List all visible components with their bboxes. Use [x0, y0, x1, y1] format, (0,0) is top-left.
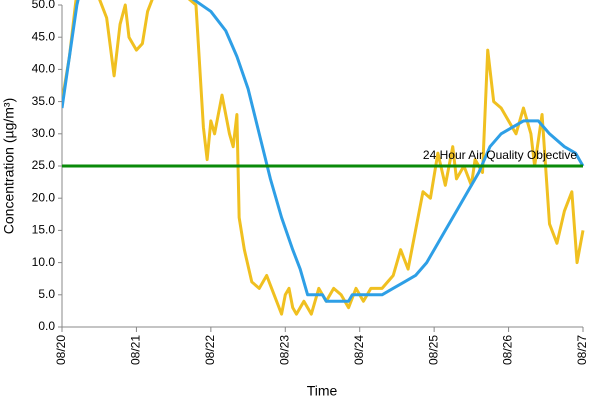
- x-axis-title: Time: [307, 383, 338, 399]
- y-tick-label: 40.0: [32, 62, 56, 76]
- y-tick-label: 35.0: [32, 94, 56, 108]
- x-tick-label: 08/21: [129, 335, 143, 365]
- x-tick-label: 08/27: [575, 335, 589, 365]
- y-tick-label: 45.0: [32, 29, 56, 43]
- y-tick-label: 25.0: [32, 158, 56, 172]
- data-line: [62, 0, 585, 303]
- plot-area: [62, 0, 585, 316]
- x-tick-label: 08/26: [501, 335, 515, 365]
- x-tick-label: 08/25: [426, 335, 440, 365]
- x-tick-label: 08/23: [277, 335, 291, 365]
- y-tick-label: 10.0: [32, 255, 56, 269]
- y-tick-label: 30.0: [32, 126, 56, 140]
- y-tick-label: 15.0: [32, 223, 56, 237]
- objective-label: 24 Hour Air Quality Objective: [423, 148, 577, 162]
- y-tick-label: 0.0: [38, 319, 55, 333]
- y-tick-label: 20.0: [32, 190, 56, 204]
- y-tick-label: 5.0: [38, 287, 55, 301]
- x-tick-label: 08/20: [54, 335, 68, 365]
- y-axis-title: Concentration (µg/m³): [1, 98, 17, 234]
- y-tick-label: 50.0: [32, 0, 56, 11]
- data-line: [62, 0, 585, 316]
- x-tick-label: 08/24: [352, 335, 366, 365]
- x-tick-label: 08/22: [203, 335, 217, 365]
